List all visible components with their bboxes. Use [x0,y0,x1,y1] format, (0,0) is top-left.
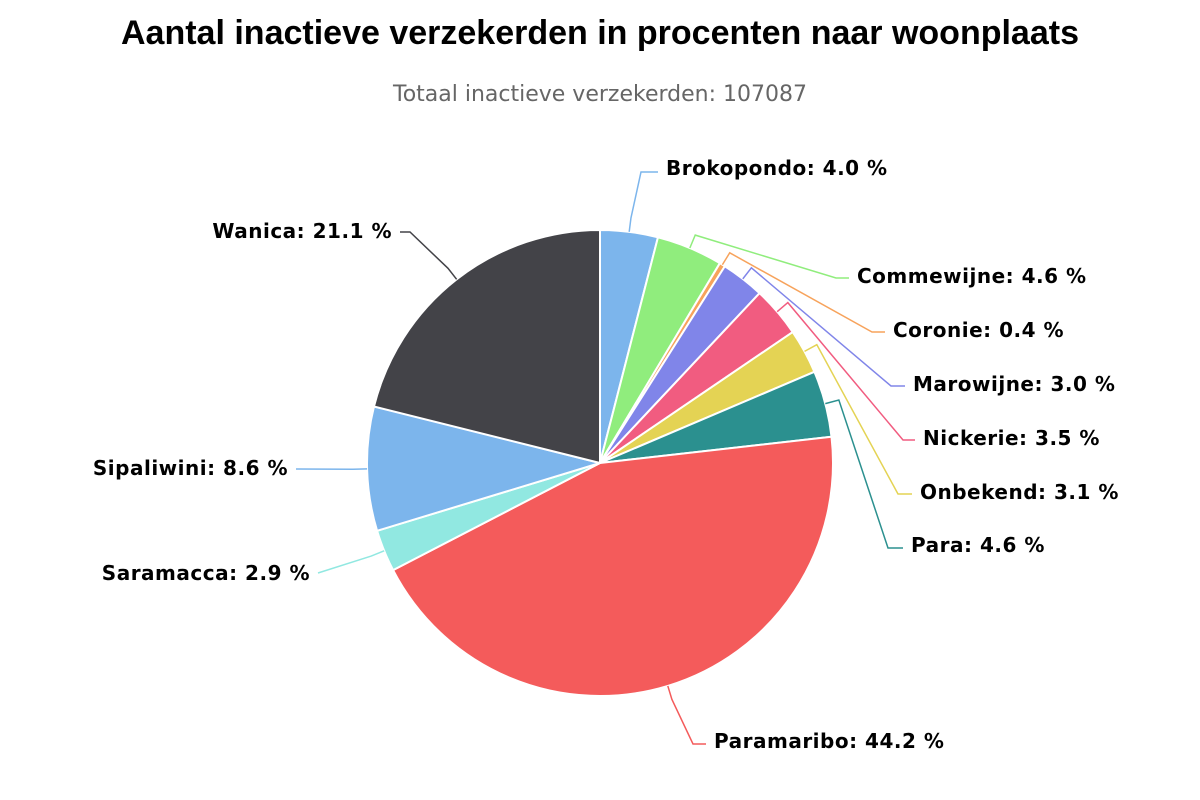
connector-brokopondo [628,171,658,232]
slice-label-wanica: Wanica: 21.1 % [212,219,392,243]
connector-nickerie [776,301,915,441]
connector-commewijne [689,234,849,279]
connector-marowijne [742,266,905,387]
connector-coronie [721,251,885,333]
slice-label-commewijne: Commewijne: 4.6 % [857,264,1087,288]
slice-label-paramaribo: Paramaribo: 44.2 % [714,729,944,753]
chart-subtitle: Totaal inactieve verzekerden: 107087 [393,82,807,107]
slice-label-marowijne: Marowijne: 3.0 % [913,372,1115,396]
connector-wanica [400,231,458,280]
slice-label-saramacca: Saramacca: 2.9 % [102,561,310,585]
pie-slice-wanica[interactable] [372,229,601,464]
slice-label-nickerie: Nickerie: 3.5 % [923,426,1100,450]
slice-label-sipaliwini: Sipaliwini: 8.6 % [93,456,288,480]
connector-para [825,399,903,549]
slice-label-onbekend: Onbekend: 3.1 % [920,480,1119,504]
slice-label-brokopondo: Brokopondo: 4.0 % [666,156,888,180]
connector-onbekend [804,343,912,495]
connector-saramacca [317,550,385,574]
pie-slice-paramaribo[interactable] [392,435,834,697]
chart-title: Aantal inactieve verzekerden in procente… [121,14,1079,52]
slice-label-coronie: Coronie: 0.4 % [893,318,1064,342]
pie-slice-sipaliwini[interactable] [366,405,601,532]
connector-paramaribo [667,685,706,745]
slice-label-para: Para: 4.6 % [911,533,1045,557]
